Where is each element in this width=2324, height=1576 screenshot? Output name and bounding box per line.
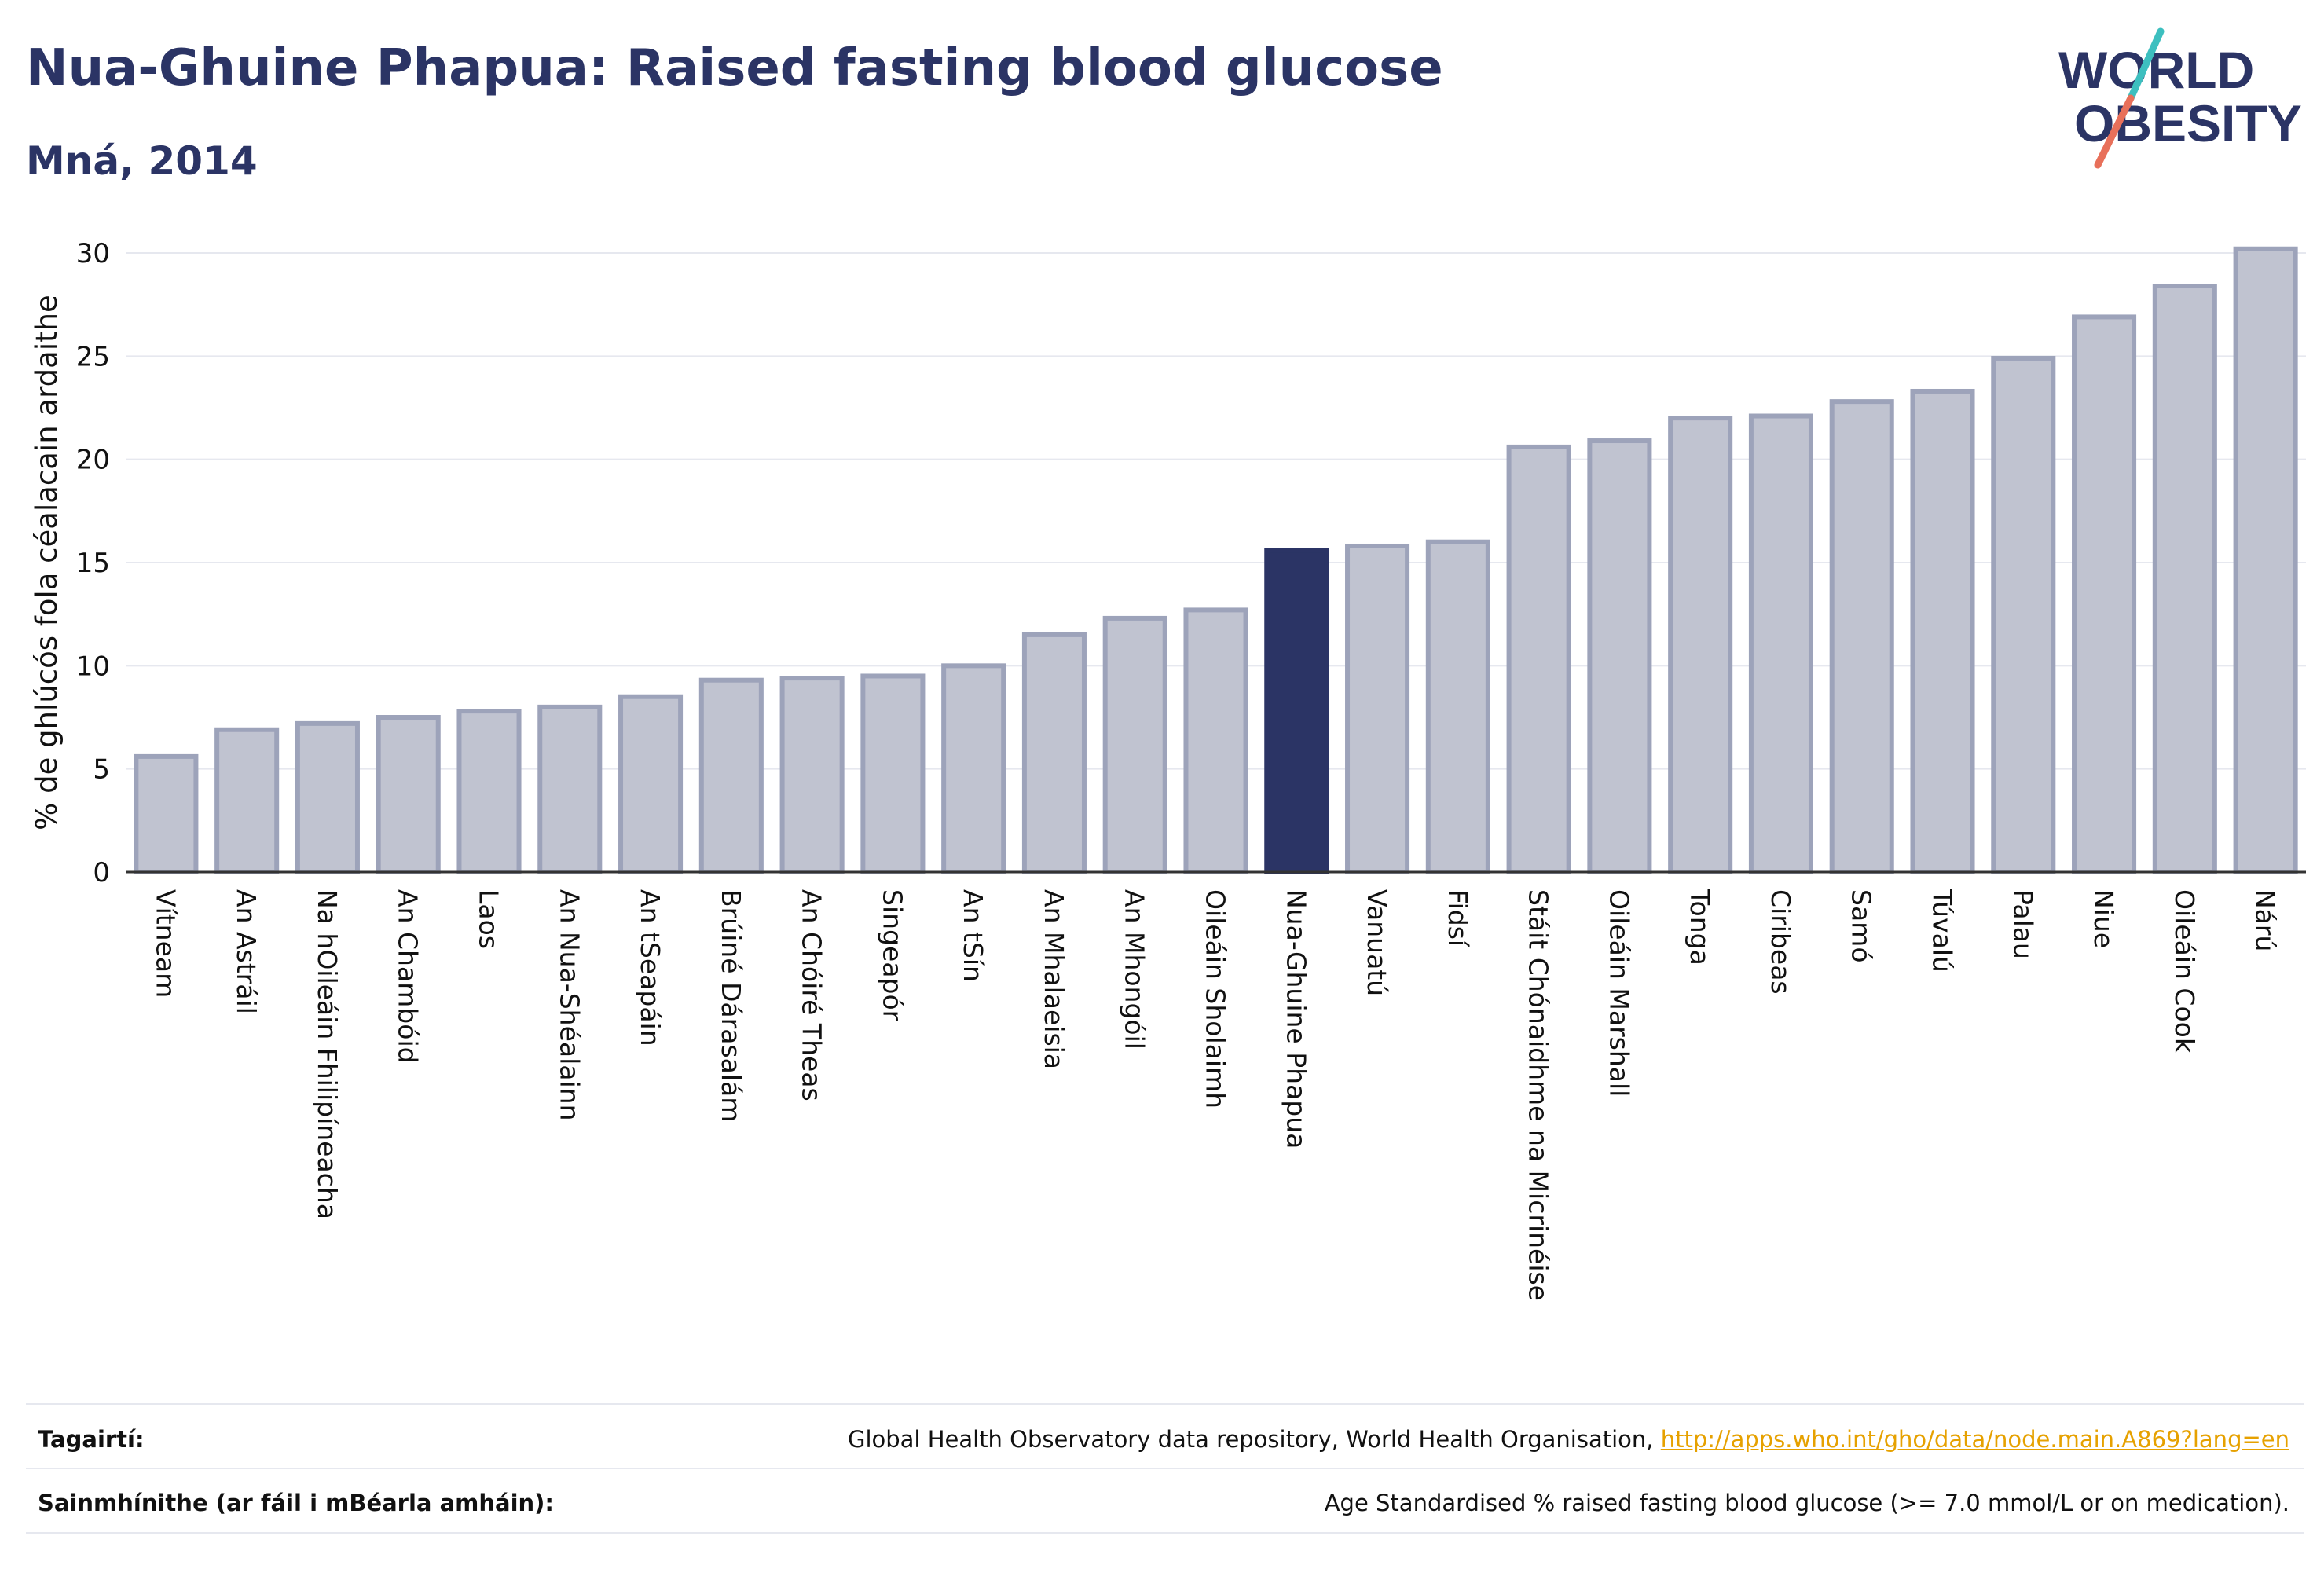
x-tick-label: Nua-Ghuine Phapua [1281,889,1311,1149]
footer-divider-bottom [26,1532,2304,1534]
bar [1668,416,1733,874]
y-tick-label: 30 [76,238,110,269]
x-tick-labels: Vítneam An Astráil Na hOileáin Fhilipíneac… [150,889,2280,1301]
bar [295,720,360,874]
bar [1021,632,1087,875]
y-tick-label: 25 [76,341,110,372]
bar [1748,413,1813,874]
references-text: Global Health Observatory data repositor… [848,1426,2289,1453]
x-tick-label: An Astráil [231,889,262,1014]
bars [134,246,2298,875]
x-tick-label: Ciribeas [1765,889,1796,995]
x-tick-label: Laos [474,889,504,949]
x-tick-label: Stáit Chónaidhme na Micrinéise [1523,889,1554,1301]
x-tick-label: An Mhongóil [1120,889,1150,1050]
bar [1506,444,1571,874]
x-tick-label: An Chambóid [393,889,423,1064]
y-tick-label: 10 [76,651,110,682]
bar [214,727,280,875]
bar [2152,284,2217,874]
bar [1183,607,1248,874]
bar [1910,388,1975,874]
x-tick-label: Tonga [1684,889,1715,966]
bar [1345,543,1410,875]
x-tick-label: An Mhalaeisia [1039,889,1069,1069]
bar-highlighted [1264,548,1329,874]
page-subtitle: Mná, 2014 [26,138,258,184]
world-obesity-logo: WORLD OBESITY [2058,27,2302,169]
x-tick-label: Palau [2007,889,2038,959]
bar [1991,355,2056,874]
bar [1102,615,1167,874]
y-tick-label: 0 [93,857,110,889]
bar-chart: 0 5 10 15 20 25 30 Vítneam An Astráil Na hOileái… [30,238,2306,1301]
logo-word-world: WORLD [2058,41,2254,99]
x-tick-label: An tSín [958,889,988,982]
bar [456,709,522,874]
x-tick-label: An Chóiré Theas [797,889,827,1101]
bar [941,663,1006,874]
y-tick-label: 15 [76,548,110,579]
bar [2233,246,2298,875]
x-tick-label: Oileáin Sholaimh [1200,889,1231,1109]
bar [134,753,199,875]
definitions-label: Sainmhínithe (ar fáil i mBéarla amháin): [38,1490,555,1516]
x-tick-label: Na hOileáin Fhilipíneacha [312,889,343,1219]
x-tick-label: An tSeapáin [635,889,665,1046]
references-source: Global Health Observatory data repositor… [847,1426,1661,1453]
y-tick-labels: 0 5 10 15 20 25 30 [76,238,110,889]
bar [698,677,764,874]
references-label: Tagairtí: [38,1426,145,1453]
bar [2072,314,2137,874]
footer-divider-top [26,1403,2304,1405]
x-tick-label: Oileáin Cook [2169,889,2200,1054]
x-tick-label: Oileáin Marshall [1604,889,1634,1097]
references-link[interactable]: http://apps.who.int/gho/data/node.main.A… [1660,1426,2289,1453]
page-title: Nua-Ghuine Phapua: Raised fasting blood … [26,39,1443,97]
y-axis-label: % de ghlúcós fola céalacain ardaithe [30,295,64,830]
footer-divider-middle [26,1468,2304,1469]
logo-slash-bottom [2094,94,2135,169]
bar [376,715,441,874]
x-tick-label: Vítneam [150,889,181,998]
definitions-text: Age Standardised % raised fasting blood … [1324,1490,2289,1516]
x-tick-label: Singeapór [877,889,907,1021]
x-tick-label: Niue [2088,889,2119,948]
bar [618,694,684,874]
bar [1829,399,1894,874]
logo-slash-top [2127,27,2165,102]
bar [1587,438,1652,874]
x-tick-label: Vanuatú [1362,889,1392,996]
bar [537,704,603,874]
x-tick-label: Nárú [2250,889,2281,951]
x-tick-label: Brúiné Dárasalám [716,889,746,1122]
bar [860,673,926,875]
bar [1425,539,1490,874]
x-tick-label: An Nua-Shéalainn [554,889,585,1121]
bar [779,676,845,874]
x-tick-label: Túvalú [1927,889,1958,973]
x-tick-label: Samó [1846,889,1877,963]
y-tick-label: 5 [93,754,110,786]
y-tick-label: 20 [76,445,110,476]
x-tick-label: Fidsí [1442,889,1473,948]
